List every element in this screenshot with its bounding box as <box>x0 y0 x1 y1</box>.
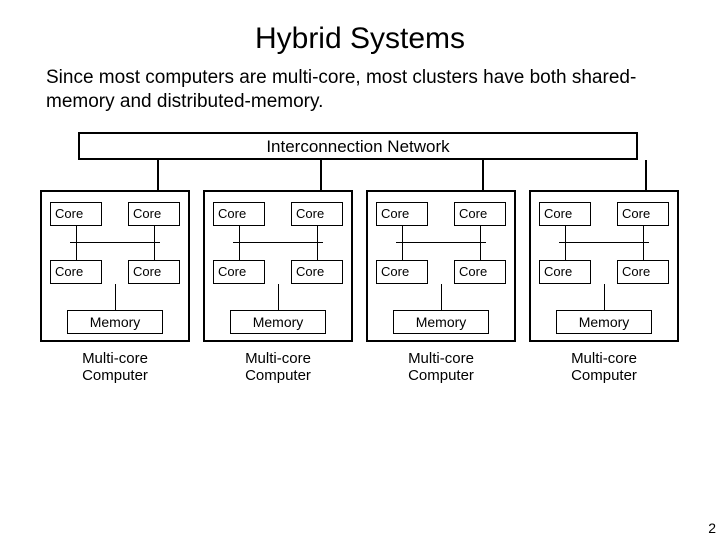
core-0-0-1: Core <box>128 202 180 226</box>
stub-dn-1-1 <box>317 242 318 260</box>
stub-up-2-1 <box>480 226 481 242</box>
interconnection-network: Interconnection Network <box>78 132 638 160</box>
core-2-0-1: Core <box>454 202 506 226</box>
mem-stub-3 <box>604 284 605 310</box>
inner-bus-h-1 <box>233 242 323 243</box>
page-subtitle: Since most computers are multi-core, mos… <box>0 66 720 132</box>
stub-dn-2-1 <box>480 242 481 260</box>
page-number: 2 <box>708 520 716 536</box>
core-3-1-0: Core <box>539 260 591 284</box>
stub-up-3-0 <box>565 226 566 242</box>
stub-up-0-0 <box>76 226 77 242</box>
memory-2: Memory <box>393 310 489 334</box>
node-label-0: Multi-coreComputer <box>40 350 190 385</box>
stub-dn-1-0 <box>239 242 240 260</box>
stub-up-1-1 <box>317 226 318 242</box>
memory-1: Memory <box>230 310 326 334</box>
core-0-1-1: Core <box>128 260 180 284</box>
page-title: Hybrid Systems <box>0 0 720 66</box>
stub-dn-0-0 <box>76 242 77 260</box>
core-2-1-0: Core <box>376 260 428 284</box>
stub-up-3-1 <box>643 226 644 242</box>
node-label-3: Multi-coreComputer <box>529 350 679 385</box>
core-1-0-1: Core <box>291 202 343 226</box>
mem-stub-2 <box>441 284 442 310</box>
core-1-1-1: Core <box>291 260 343 284</box>
mem-stub-0 <box>115 284 116 310</box>
network-drop-2 <box>482 160 484 190</box>
memory-0: Memory <box>67 310 163 334</box>
core-2-0-0: Core <box>376 202 428 226</box>
node-label-1: Multi-coreComputer <box>203 350 353 385</box>
network-drop-0 <box>157 160 159 190</box>
stub-up-0-1 <box>154 226 155 242</box>
core-0-1-0: Core <box>50 260 102 284</box>
core-3-1-1: Core <box>617 260 669 284</box>
core-0-0-0: Core <box>50 202 102 226</box>
inner-bus-h-2 <box>396 242 486 243</box>
core-2-1-1: Core <box>454 260 506 284</box>
core-1-0-0: Core <box>213 202 265 226</box>
stub-dn-3-0 <box>565 242 566 260</box>
core-3-0-0: Core <box>539 202 591 226</box>
network-drop-3 <box>645 160 647 190</box>
stub-dn-2-0 <box>402 242 403 260</box>
mem-stub-1 <box>278 284 279 310</box>
node-label-2: Multi-coreComputer <box>366 350 516 385</box>
core-3-0-1: Core <box>617 202 669 226</box>
inner-bus-h-0 <box>70 242 160 243</box>
stub-dn-0-1 <box>154 242 155 260</box>
network-drop-1 <box>320 160 322 190</box>
inner-bus-h-3 <box>559 242 649 243</box>
stub-dn-3-1 <box>643 242 644 260</box>
architecture-diagram: Interconnection Network Core Core Core Core M… <box>40 132 680 432</box>
core-1-1-0: Core <box>213 260 265 284</box>
stub-up-1-0 <box>239 226 240 242</box>
memory-3: Memory <box>556 310 652 334</box>
stub-up-2-0 <box>402 226 403 242</box>
